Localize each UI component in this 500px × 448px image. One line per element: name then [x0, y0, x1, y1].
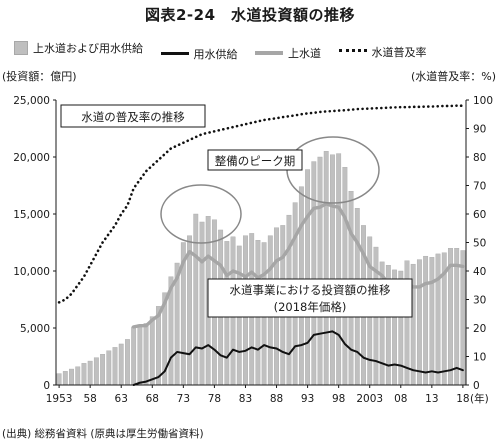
investment-label-line2: (2018年価格): [274, 300, 347, 314]
legend-label-dotted: 水道普及率: [371, 46, 427, 59]
right-tick-label: 40: [473, 266, 486, 278]
x-tick-label: 73: [177, 393, 190, 405]
bar-2012: [423, 255, 429, 386]
right-tick-label: 90: [473, 124, 486, 136]
legend-item-black-line: 用水供給: [160, 46, 238, 62]
legend-item-gray-line: 上水道: [255, 45, 321, 61]
x-tick-label: 93: [301, 393, 314, 405]
legend-swatch-bars: [14, 41, 28, 55]
right-tick-label: 0: [473, 380, 480, 392]
bar-2017: [454, 247, 460, 386]
bar-1968: [149, 316, 155, 386]
right-tick-label: 80: [473, 152, 486, 164]
legend-label-bars: 上水道および用水供給: [33, 42, 143, 55]
bar-1976: [199, 221, 205, 386]
legend-swatch-gray-line: [255, 51, 283, 55]
bar-1975: [193, 213, 199, 386]
x-tick-label: 98: [332, 393, 345, 405]
x-axis-unit: (年): [470, 392, 489, 405]
bar-1961: [106, 350, 112, 386]
source-note: (出典) 総務省資料 (原典は厚生労働省資料): [2, 428, 204, 440]
investment-label-line1: 水道事業における投資額の推移: [230, 283, 391, 297]
bar-1998: [336, 153, 342, 386]
chart-title: 図表2-24 水道投資額の推移: [144, 6, 356, 24]
legend: 上水道および用水供給 用水供給 上水道 水道普及率: [14, 40, 441, 62]
bar-1966: [137, 324, 143, 386]
legend-item-dotted: 水道普及率: [338, 44, 427, 60]
left-tick-label: 25,000: [13, 95, 50, 107]
x-tick-label: 68: [146, 393, 159, 405]
legend-item-bars: 上水道および用水供給: [14, 40, 143, 56]
right-tick-label: 100: [473, 95, 493, 107]
left-tick-label: 20,000: [13, 152, 50, 164]
legend-swatch-black-line: [160, 52, 189, 55]
bar-1999: [342, 167, 348, 386]
right-tick-label: 70: [473, 181, 486, 193]
legend-label-black-line: 用水供給: [193, 47, 238, 61]
bulk-supply-line: [132, 330, 464, 386]
coverage-rate-line: [57, 104, 465, 304]
x-tick-label: 2003: [356, 393, 383, 405]
investment-label-box: [207, 278, 413, 318]
bar-1957: [81, 363, 87, 386]
bar-2014: [435, 253, 441, 386]
x-tick-label: 88: [270, 393, 283, 405]
bar-1997: [330, 154, 335, 386]
left-tick-label: 0: [43, 380, 50, 392]
axes: 0 5,000 10,000 15,000 20,000 25,000 0 10 20 30 40 5…: [13, 95, 493, 405]
bar-1959: [93, 357, 99, 386]
right-tick-label: 20: [473, 323, 486, 335]
left-tick-label: 5,000: [20, 323, 50, 335]
bar-1960: [100, 354, 106, 386]
bar-2018: [460, 250, 466, 386]
bar-1964: [124, 339, 130, 386]
bar-1954: [62, 371, 68, 386]
bar-1963: [118, 343, 124, 386]
bar-1967: [143, 323, 149, 386]
x-tick-label: 1953: [46, 393, 73, 405]
left-tick-label: 15,000: [13, 209, 50, 221]
right-tick-label: 10: [473, 352, 486, 364]
right-tick-label: 60: [473, 209, 486, 221]
right-tick-label: 50: [473, 238, 486, 250]
bar-1993: [305, 169, 311, 386]
x-tick-label: 83: [239, 393, 252, 405]
right-axis-caption: (水道普及率：%): [410, 70, 496, 83]
legend-label-gray-line: 上水道: [288, 47, 321, 60]
bar-1974: [187, 235, 192, 386]
bar-1956: [75, 366, 81, 386]
x-tick-label: 78: [208, 393, 221, 405]
peak-label: 整備のピーク期: [215, 154, 296, 168]
annotations: 水道の普及率の推移 整備のピーク期 水道事業における投資額の推移 (2018年価…: [60, 104, 413, 318]
x-tick-label: 18: [456, 393, 469, 405]
x-tick-label: 08: [394, 393, 407, 405]
bar-2011: [416, 259, 422, 386]
left-tick-label: 10,000: [13, 266, 50, 278]
bar-series: [56, 151, 466, 386]
right-tick-label: 30: [473, 295, 486, 307]
bar-1962: [112, 347, 118, 386]
bar-2013: [429, 257, 435, 386]
x-tick-label: 58: [83, 393, 96, 405]
bar-1955: [69, 368, 74, 386]
bar-1996: [323, 151, 329, 386]
coverage-label: 水道の普及率の推移: [81, 110, 185, 124]
bar-1994: [311, 161, 317, 386]
peak-ellipse-1976: [160, 184, 242, 244]
coverage-label-box: [60, 104, 206, 128]
bar-1995: [317, 156, 323, 386]
x-tick-label: 63: [115, 393, 128, 405]
bar-1958: [87, 360, 93, 386]
peak-label-box: [207, 149, 303, 171]
x-tick-label: 13: [425, 393, 438, 405]
bar-1953: [56, 373, 62, 386]
left-axis-caption: (投資額：億円): [2, 70, 77, 83]
legend-swatch-dotted: [338, 49, 367, 55]
bar-1965: [131, 326, 137, 386]
